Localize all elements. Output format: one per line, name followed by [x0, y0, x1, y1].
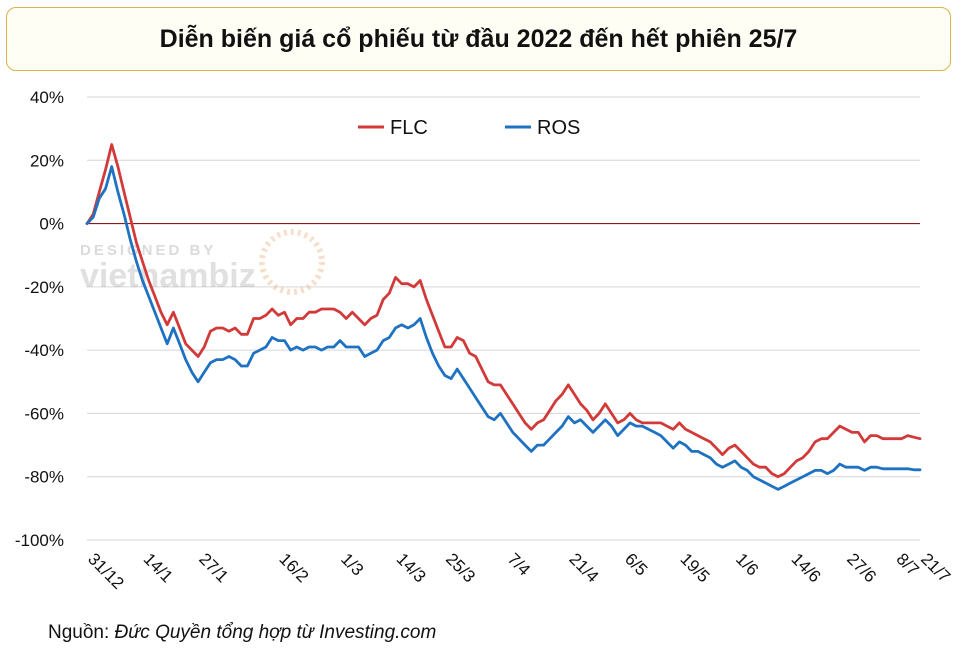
y-tick-label: -100% [15, 531, 64, 550]
series-line-flc [85, 143, 922, 479]
chart-title-box: Diễn biến giá cổ phiếu từ đầu 2022 đến h… [6, 7, 951, 71]
y-axis-ticks: 40% 20% 0% -20% -40% -60% -80% -100% [15, 88, 64, 550]
y-tick-label: -20% [24, 278, 64, 297]
y-tick-label: -40% [24, 341, 64, 360]
x-tick-label: 27/6 [843, 549, 880, 586]
x-tick-label: 1/3 [337, 549, 367, 579]
source-text: Đức Quyền tổng hợp từ Investing.com [114, 622, 437, 643]
series-lines [85, 143, 922, 491]
source-note: Nguồn: Đức Quyền tổng hợp từ Investing.c… [48, 622, 436, 644]
legend: FLC ROS [358, 117, 580, 139]
y-tick-label: -80% [24, 468, 64, 487]
x-tick-label: 7/4 [504, 549, 534, 579]
series-line-ros [85, 165, 922, 491]
legend-label: FLC [390, 117, 428, 139]
x-axis-ticks: 31/12 14/1 27/1 16/2 1/3 14/3 25/3 7/4 21/4 6/5 19… [84, 549, 954, 593]
legend-label: ROS [537, 117, 580, 139]
x-tick-label: 31/12 [84, 549, 128, 593]
x-tick-label: 14/1 [140, 549, 177, 586]
x-tick-label: 1/6 [732, 549, 762, 579]
grid-lines [87, 96, 920, 541]
x-tick-label: 14/6 [788, 549, 825, 586]
x-tick-label: 25/3 [442, 549, 479, 586]
x-tick-label: 27/1 [195, 549, 232, 586]
x-tick-label: 14/3 [393, 549, 430, 586]
x-tick-label: 21/4 [565, 549, 602, 586]
source-prefix: Nguồn: [48, 622, 115, 643]
chart-title: Diễn biến giá cổ phiếu từ đầu 2022 đến h… [159, 24, 798, 53]
watermark-logo: DESIGNED BY vietnambiz [80, 229, 325, 295]
watermark-line1: DESIGNED BY [80, 242, 216, 259]
x-tick-label: 19/5 [677, 549, 714, 586]
y-tick-label: 0% [39, 215, 64, 234]
x-tick-label: 8/7 [892, 549, 922, 579]
x-tick-label: 16/2 [275, 549, 312, 586]
watermark-sun-icon [259, 229, 325, 295]
x-tick-label: 6/5 [621, 549, 651, 579]
y-tick-label: 20% [30, 151, 64, 170]
x-tick-label: 21/7 [917, 549, 954, 586]
y-tick-label: 40% [30, 88, 64, 107]
y-tick-label: -60% [24, 404, 64, 423]
watermark-line2: vietnambiz [80, 257, 256, 295]
